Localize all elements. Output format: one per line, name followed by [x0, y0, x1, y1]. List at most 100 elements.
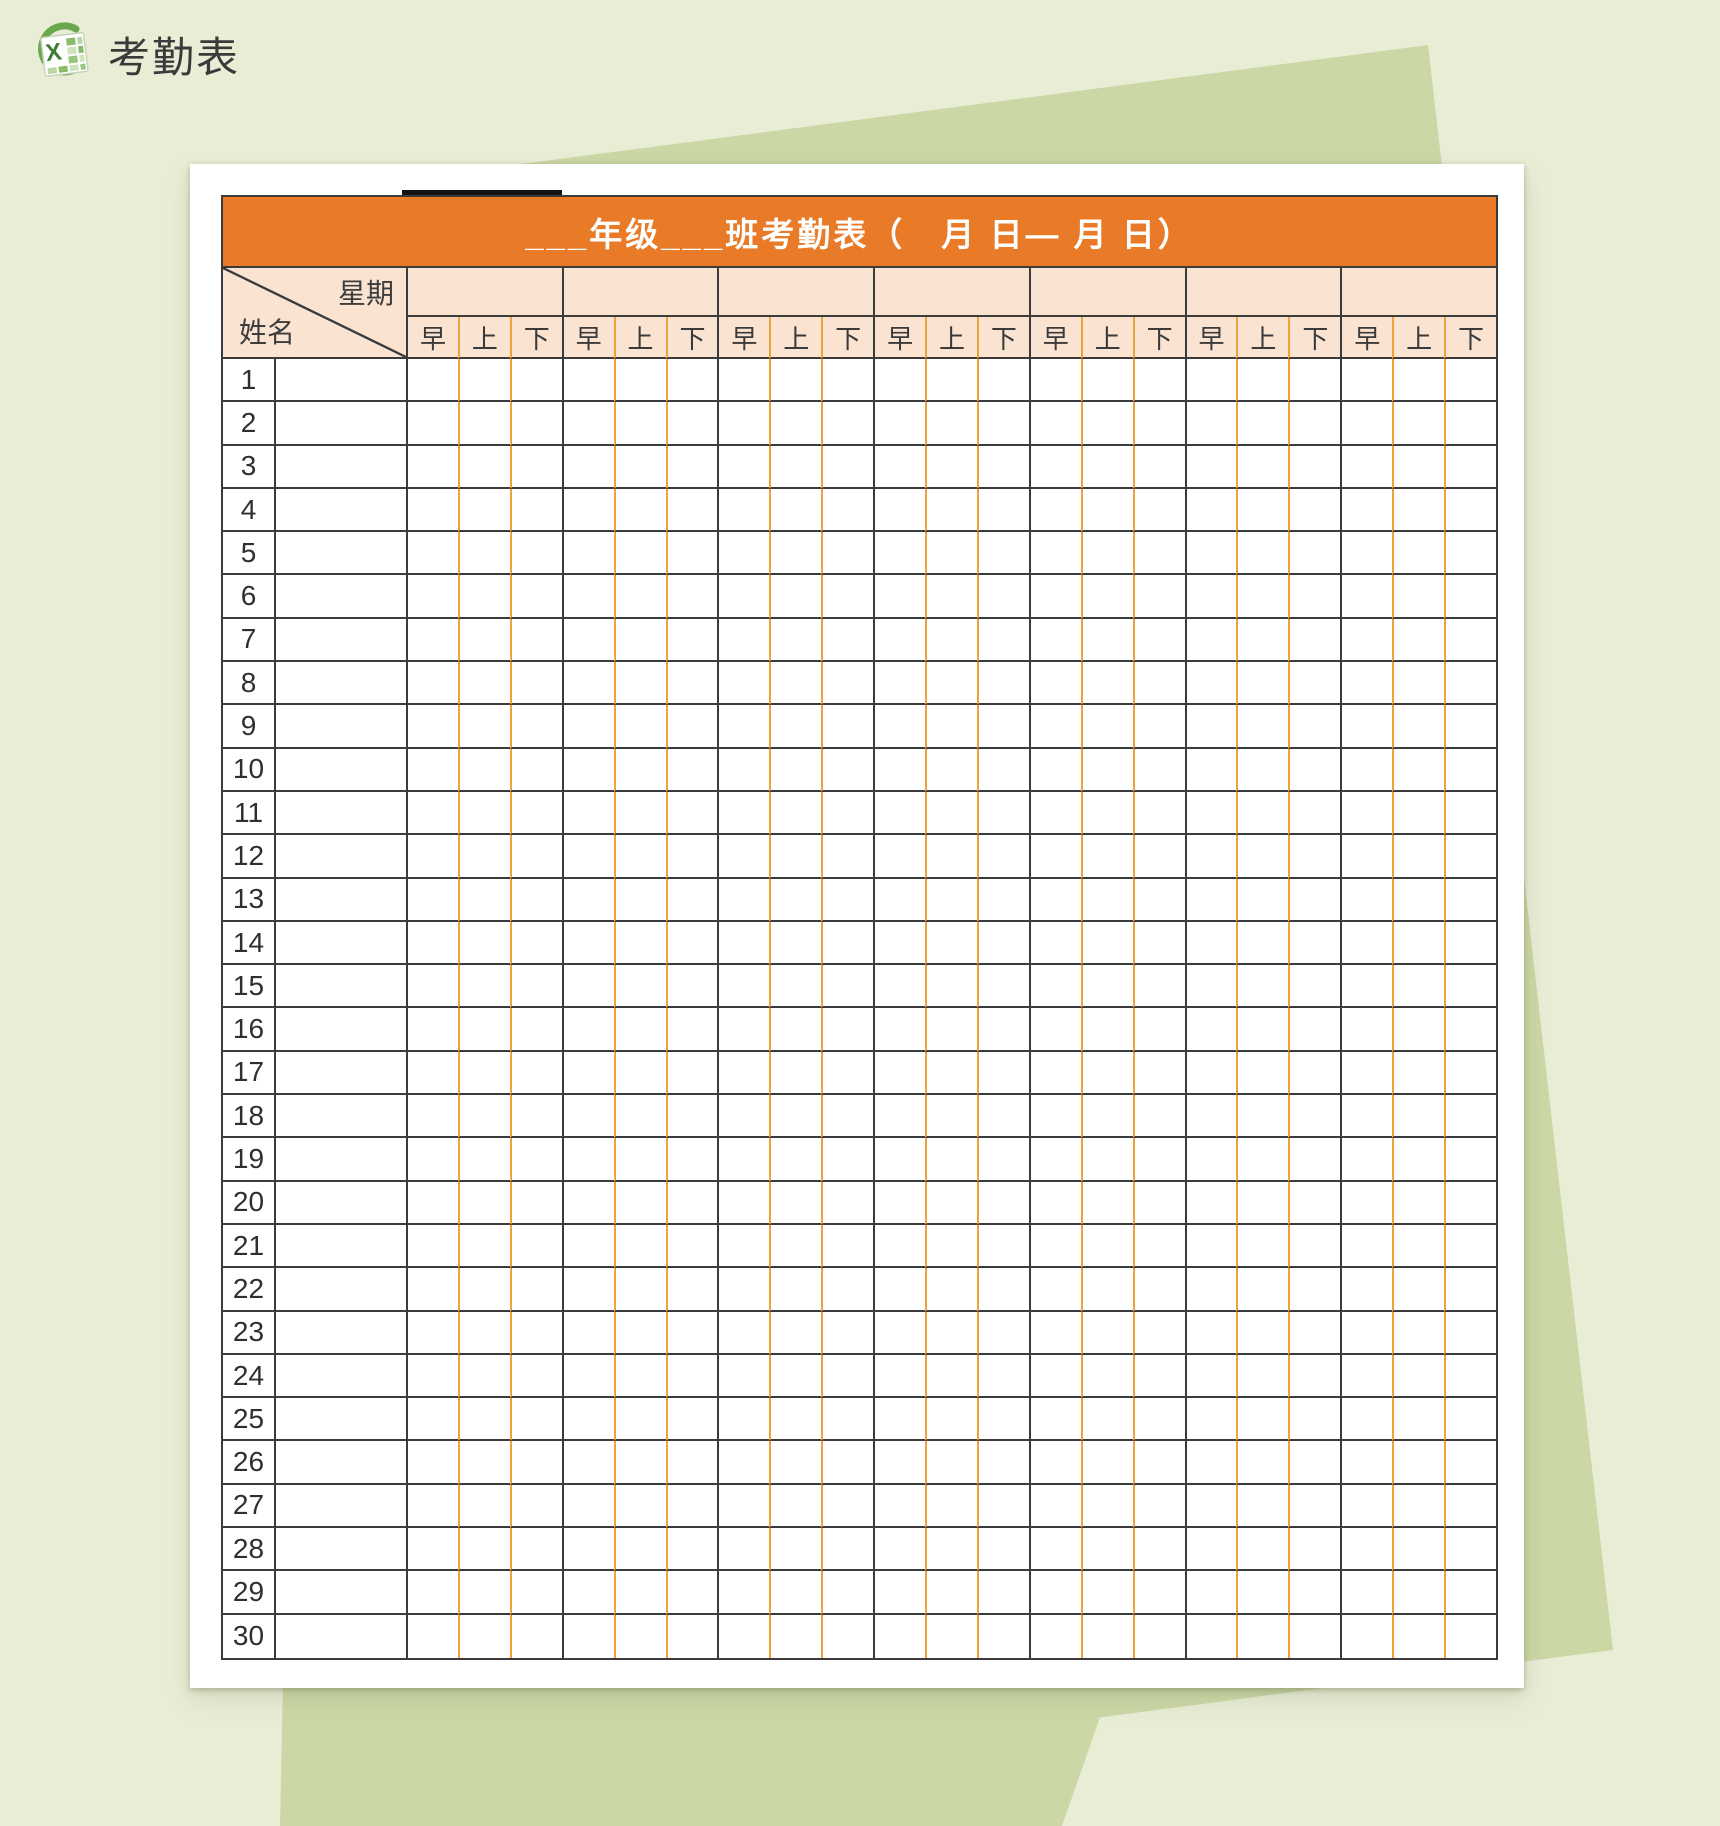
attendance-cell[interactable]	[1288, 1095, 1341, 1139]
day-group-header-cell[interactable]	[873, 268, 1029, 317]
attendance-cell[interactable]	[1340, 1441, 1393, 1485]
attendance-cell[interactable]	[613, 1571, 666, 1615]
attendance-cell[interactable]	[1340, 965, 1393, 1009]
attendance-cell[interactable]	[561, 1138, 614, 1182]
attendance-cell[interactable]	[1288, 1008, 1341, 1052]
attendance-cell[interactable]	[717, 1051, 770, 1096]
attendance-cell[interactable]	[1340, 662, 1393, 706]
attendance-cell[interactable]	[509, 705, 562, 749]
attendance-cell[interactable]	[1028, 1441, 1081, 1485]
attendance-cell[interactable]	[457, 402, 510, 446]
attendance-cell[interactable]	[457, 1138, 510, 1182]
attendance-cell[interactable]	[613, 402, 666, 446]
attendance-cell[interactable]	[873, 1095, 926, 1139]
attendance-cell[interactable]	[1340, 1571, 1393, 1615]
attendance-cell[interactable]	[821, 1398, 874, 1442]
attendance-cell[interactable]	[1236, 705, 1289, 749]
student-name-cell[interactable]	[274, 1614, 406, 1658]
attendance-cell[interactable]	[1392, 965, 1445, 1009]
attendance-cell[interactable]	[665, 1528, 718, 1572]
attendance-cell[interactable]	[1340, 359, 1393, 403]
attendance-cell[interactable]	[1288, 1311, 1341, 1355]
attendance-cell[interactable]	[873, 1354, 926, 1399]
attendance-cell[interactable]	[1184, 1138, 1237, 1182]
attendance-cell[interactable]	[457, 791, 510, 836]
attendance-cell[interactable]	[1184, 791, 1237, 836]
attendance-cell[interactable]	[976, 878, 1029, 922]
attendance-cell[interactable]	[821, 445, 874, 489]
attendance-cell[interactable]	[1028, 359, 1081, 403]
attendance-cell[interactable]	[613, 532, 666, 576]
attendance-cell[interactable]	[976, 1614, 1029, 1658]
attendance-cell[interactable]	[1080, 488, 1133, 533]
attendance-cell[interactable]	[1028, 1095, 1081, 1139]
attendance-cell[interactable]	[1184, 1008, 1237, 1052]
attendance-cell[interactable]	[1080, 402, 1133, 446]
attendance-cell[interactable]	[561, 359, 614, 403]
attendance-cell[interactable]	[613, 359, 666, 403]
attendance-cell[interactable]	[925, 1138, 977, 1182]
attendance-cell[interactable]	[509, 1528, 562, 1572]
attendance-cell[interactable]	[613, 791, 666, 836]
attendance-cell[interactable]	[1132, 445, 1185, 489]
attendance-cell[interactable]	[457, 445, 510, 489]
attendance-cell[interactable]	[1080, 965, 1133, 1009]
attendance-cell[interactable]	[976, 1528, 1029, 1572]
attendance-cell[interactable]	[1392, 748, 1445, 792]
student-name-cell[interactable]	[274, 1311, 406, 1355]
attendance-cell[interactable]	[457, 1181, 510, 1225]
attendance-cell[interactable]	[821, 1138, 874, 1182]
attendance-cell[interactable]	[509, 965, 562, 1009]
attendance-cell[interactable]	[457, 532, 510, 576]
attendance-cell[interactable]	[925, 835, 977, 879]
attendance-cell[interactable]	[925, 575, 977, 619]
attendance-cell[interactable]	[561, 705, 614, 749]
attendance-cell[interactable]	[561, 1441, 614, 1485]
student-name-cell[interactable]	[274, 1268, 406, 1312]
attendance-cell[interactable]	[1028, 1571, 1081, 1615]
attendance-cell[interactable]	[1080, 359, 1133, 403]
attendance-cell[interactable]	[1028, 1398, 1081, 1442]
attendance-cell[interactable]	[1340, 402, 1393, 446]
attendance-cell[interactable]	[1028, 1528, 1081, 1572]
attendance-cell[interactable]	[1132, 359, 1185, 403]
attendance-cell[interactable]	[925, 532, 977, 576]
attendance-cell[interactable]	[1132, 1095, 1185, 1139]
attendance-cell[interactable]	[406, 1181, 458, 1225]
student-name-cell[interactable]	[274, 965, 406, 1009]
attendance-cell[interactable]	[976, 618, 1029, 663]
attendance-cell[interactable]	[821, 1224, 874, 1269]
attendance-cell[interactable]	[613, 878, 666, 922]
attendance-cell[interactable]	[925, 1224, 977, 1269]
attendance-cell[interactable]	[717, 1311, 770, 1355]
attendance-cell[interactable]	[976, 1441, 1029, 1485]
student-name-cell[interactable]	[274, 748, 406, 792]
attendance-cell[interactable]	[406, 1441, 458, 1485]
attendance-cell[interactable]	[1080, 1268, 1133, 1312]
attendance-cell[interactable]	[561, 1354, 614, 1399]
attendance-cell[interactable]	[1236, 1571, 1289, 1615]
attendance-cell[interactable]	[717, 618, 770, 663]
attendance-cell[interactable]	[1392, 1571, 1445, 1615]
attendance-cell[interactable]	[717, 791, 770, 836]
attendance-cell[interactable]	[873, 445, 926, 489]
attendance-cell[interactable]	[1340, 791, 1393, 836]
attendance-cell[interactable]	[1340, 1614, 1393, 1658]
attendance-cell[interactable]	[821, 1051, 874, 1096]
attendance-cell[interactable]	[821, 1095, 874, 1139]
attendance-cell[interactable]	[406, 1268, 458, 1312]
attendance-cell[interactable]	[873, 1181, 926, 1225]
attendance-cell[interactable]	[561, 1095, 614, 1139]
attendance-cell[interactable]	[873, 835, 926, 879]
attendance-cell[interactable]	[561, 1528, 614, 1572]
attendance-cell[interactable]	[509, 1614, 562, 1658]
attendance-cell[interactable]	[1340, 575, 1393, 619]
attendance-cell[interactable]	[665, 445, 718, 489]
attendance-cell[interactable]	[1184, 1311, 1237, 1355]
attendance-cell[interactable]	[1184, 1354, 1237, 1399]
attendance-cell[interactable]	[1132, 1528, 1185, 1572]
attendance-cell[interactable]	[873, 1528, 926, 1572]
attendance-cell[interactable]	[821, 1181, 874, 1225]
attendance-cell[interactable]	[1028, 575, 1081, 619]
attendance-cell[interactable]	[561, 1008, 614, 1052]
